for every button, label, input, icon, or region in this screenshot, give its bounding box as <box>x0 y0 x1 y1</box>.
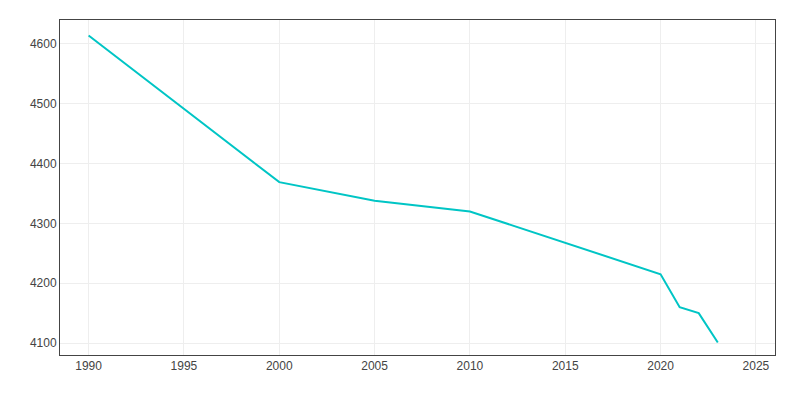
svg-text:4500: 4500 <box>30 97 57 111</box>
svg-text:2025: 2025 <box>743 359 770 373</box>
svg-text:4100: 4100 <box>30 336 57 350</box>
svg-text:4300: 4300 <box>30 217 57 231</box>
svg-text:2000: 2000 <box>266 359 293 373</box>
svg-text:4200: 4200 <box>30 276 57 290</box>
svg-text:2020: 2020 <box>647 359 674 373</box>
svg-text:2015: 2015 <box>552 359 579 373</box>
svg-text:1995: 1995 <box>171 359 198 373</box>
svg-text:2010: 2010 <box>457 359 484 373</box>
svg-text:2005: 2005 <box>361 359 388 373</box>
svg-text:1990: 1990 <box>75 359 102 373</box>
svg-text:4400: 4400 <box>30 157 57 171</box>
svg-text:4600: 4600 <box>30 37 57 51</box>
